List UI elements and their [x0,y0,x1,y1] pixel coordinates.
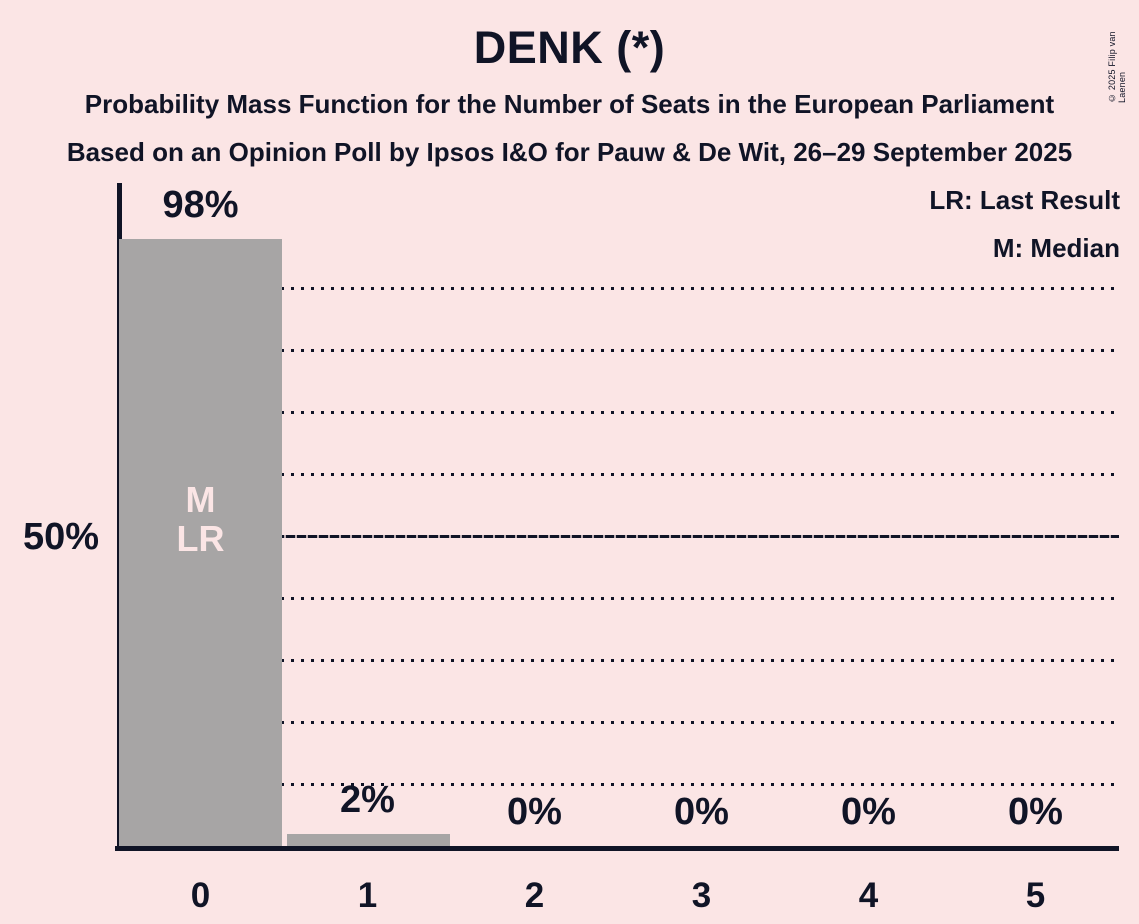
gridline-80pct [121,348,1119,352]
gridline-40pct [121,596,1119,600]
value-label-seats-5: 0% [1008,791,1063,833]
value-label-seats-2: 0% [507,791,562,833]
y-axis-50-label: 50% [22,516,99,558]
x-tick-label-1: 1 [357,876,378,915]
value-label-seats-3: 0% [674,791,729,833]
chart-subtitle: Probability Mass Function for the Number… [84,89,1055,119]
legend-median: M: Median [992,233,1120,263]
value-label-seats-1: 2% [340,778,395,821]
gridline-70pct [121,410,1119,414]
chart-title: DENK (*) [473,22,666,73]
gridline-60pct [121,472,1119,476]
x-tick-label-2: 2 [524,876,545,915]
x-tick-label-4: 4 [858,876,879,915]
last-result-marker: LR [176,518,225,559]
gridline-10pct [121,782,1119,786]
bar-seats-0 [119,239,282,846]
median-marker: M [185,479,216,520]
gridline-20pct [121,720,1119,724]
bar-seats-1 [287,833,450,846]
x-axis-line [115,846,1119,851]
gridline-30pct [121,658,1119,662]
value-label-seats-0: 98% [162,184,239,226]
legend-last-result: LR: Last Result [929,185,1120,215]
x-tick-label-5: 5 [1025,876,1046,915]
gridline-50pct-solid [121,534,1119,538]
gridline-90pct [121,287,1119,291]
x-tick-label-0: 0 [190,876,211,915]
chart-source-line: Based on an Opinion Poll by Ipsos I&O fo… [66,137,1073,167]
value-label-seats-4: 0% [841,791,896,833]
median-last-result-annotation: M LR [119,480,282,558]
x-tick-label-3: 3 [691,876,712,915]
